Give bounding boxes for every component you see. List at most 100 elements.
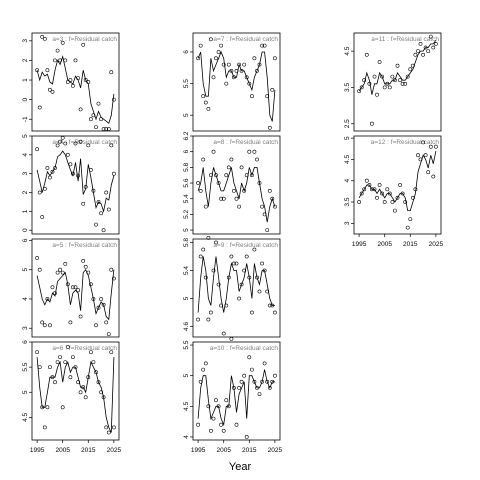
data-point [198, 254, 203, 259]
data-point [408, 67, 413, 72]
data-point [201, 367, 206, 372]
data-point [211, 268, 216, 273]
panel-title: a=12 : f=Residual catch [371, 139, 440, 146]
data-point [71, 355, 75, 360]
data-point [221, 428, 226, 433]
data-point [224, 303, 229, 308]
data-point [221, 331, 226, 336]
data-point [104, 190, 109, 195]
data-point [260, 261, 265, 266]
y-tick-label: 5 [22, 268, 29, 272]
y-tick-label: 6 [183, 50, 190, 54]
data-point [265, 289, 270, 294]
data-point [96, 200, 101, 204]
data-point [257, 392, 262, 397]
data-point [78, 139, 83, 144]
y-tick-label: 4.5 [344, 155, 351, 164]
x-tick-label: 1995 [191, 447, 206, 454]
data-point [76, 173, 81, 178]
fit-line [197, 369, 275, 427]
y-tick-label: 3.5 [344, 197, 351, 206]
data-point [252, 56, 257, 61]
plot-frame [192, 32, 281, 132]
data-point [252, 247, 257, 252]
y-tick-label: 0 [22, 97, 29, 101]
data-point [224, 81, 229, 86]
data-point [262, 361, 267, 366]
data-point [211, 149, 216, 154]
data-point [63, 360, 68, 365]
data-point [231, 75, 236, 80]
data-point [431, 174, 436, 179]
y-tick-label: 5.2 [183, 210, 190, 219]
data-point [83, 78, 88, 82]
data-point [418, 157, 423, 162]
data-point [91, 297, 96, 301]
data-point [426, 49, 431, 54]
data-point [403, 81, 408, 86]
data-point [196, 56, 201, 61]
y-tick-label: 4 [22, 297, 29, 301]
data-point [375, 195, 379, 200]
data-point [50, 169, 55, 174]
y-tick-label: 1 [22, 209, 29, 213]
fit-line [197, 256, 275, 313]
y-tick-label: 2 [22, 190, 29, 194]
data-point [242, 188, 247, 193]
data-point [390, 74, 395, 79]
data-point [272, 373, 277, 378]
data-point [375, 92, 379, 97]
y-tick-label: 4 [183, 435, 190, 439]
data-point [109, 267, 114, 272]
y-tick-label: 5 [183, 228, 190, 232]
data-point [101, 228, 106, 233]
y-tick-label: 5.8 [183, 238, 190, 247]
data-point [249, 310, 254, 315]
y-tick-label: 3 [22, 172, 29, 176]
data-point [413, 52, 418, 57]
data-point [257, 289, 262, 294]
data-point [405, 225, 410, 230]
data-point [60, 135, 65, 140]
panel-title: a=11 : f=Residual catch [371, 36, 439, 43]
chart-panel: a=10 : f=Residual catch 4 4.5 5 5.5 1995 2005 2… [183, 336, 282, 454]
y-tick-label: 5.5 [22, 362, 29, 371]
data-point [392, 208, 397, 213]
y-tick-label: 4.6 [183, 322, 190, 331]
data-point [101, 127, 106, 131]
data-point [50, 375, 55, 380]
chart-panel: a=3 : f=Residual catch -1 0 1 2 3 [22, 32, 120, 132]
data-point [40, 405, 45, 410]
y-tick-label: 6 [183, 149, 190, 153]
data-point [270, 196, 275, 201]
data-point [58, 58, 63, 63]
panel-title: a=10 : f=Residual catch [210, 345, 279, 352]
data-point [45, 166, 50, 170]
data-point [216, 282, 221, 287]
data-point [237, 62, 242, 67]
data-point [109, 143, 114, 148]
data-point [270, 379, 275, 384]
data-point [211, 416, 216, 421]
data-point [377, 60, 382, 64]
data-point [231, 261, 236, 266]
x-tick-label: 2005 [55, 447, 70, 454]
data-point [71, 285, 75, 290]
data-point [86, 270, 91, 275]
x-tick-label: 2025 [429, 241, 444, 248]
data-point [398, 183, 403, 187]
data-point [83, 184, 88, 189]
plot-frame [31, 341, 120, 441]
data-point [423, 153, 428, 158]
fit-line [197, 166, 276, 223]
data-point [94, 370, 98, 375]
data-point [272, 204, 277, 209]
data-point [249, 94, 254, 99]
data-point [112, 171, 116, 176]
data-point [42, 186, 47, 191]
fit-line [358, 40, 437, 95]
data-point [239, 379, 244, 384]
data-point [359, 191, 364, 196]
data-point [76, 288, 81, 293]
data-point [265, 379, 270, 384]
